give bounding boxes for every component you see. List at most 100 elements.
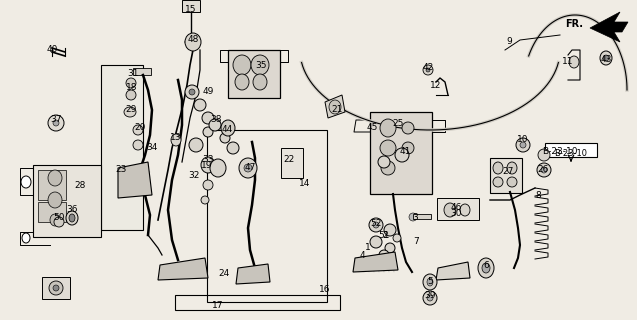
Ellipse shape xyxy=(537,163,551,177)
Ellipse shape xyxy=(600,51,612,65)
Polygon shape xyxy=(236,264,270,284)
Text: 50: 50 xyxy=(54,213,65,222)
Text: 7: 7 xyxy=(413,236,419,245)
Ellipse shape xyxy=(221,120,235,136)
Text: 39: 39 xyxy=(424,292,436,300)
Text: 2: 2 xyxy=(382,230,388,239)
Text: 14: 14 xyxy=(299,179,311,188)
Ellipse shape xyxy=(423,65,433,75)
Ellipse shape xyxy=(423,291,437,305)
Ellipse shape xyxy=(233,55,251,75)
Bar xyxy=(437,198,479,220)
Ellipse shape xyxy=(209,119,221,131)
Text: 4: 4 xyxy=(359,252,365,260)
Ellipse shape xyxy=(402,122,414,134)
Ellipse shape xyxy=(124,107,136,117)
Text: 12: 12 xyxy=(431,82,441,91)
Text: 20: 20 xyxy=(134,124,146,132)
Text: 16: 16 xyxy=(319,284,331,293)
Ellipse shape xyxy=(189,138,203,152)
Text: 33: 33 xyxy=(203,156,214,164)
Ellipse shape xyxy=(329,100,341,114)
Text: 41: 41 xyxy=(399,148,411,156)
Ellipse shape xyxy=(444,203,456,217)
Text: 17: 17 xyxy=(212,300,224,309)
Text: 10: 10 xyxy=(517,135,529,145)
Polygon shape xyxy=(118,162,152,198)
Ellipse shape xyxy=(133,140,143,150)
Ellipse shape xyxy=(239,158,257,178)
Ellipse shape xyxy=(201,157,215,173)
Ellipse shape xyxy=(393,234,401,242)
Text: 28: 28 xyxy=(75,180,86,189)
Text: 13: 13 xyxy=(170,132,182,141)
Text: 25: 25 xyxy=(392,118,404,127)
Text: 26: 26 xyxy=(538,165,548,174)
Ellipse shape xyxy=(395,148,409,162)
Ellipse shape xyxy=(50,214,60,226)
Ellipse shape xyxy=(370,236,382,248)
Ellipse shape xyxy=(380,119,396,137)
Text: B-23-10: B-23-10 xyxy=(554,148,587,157)
Polygon shape xyxy=(353,252,398,272)
Ellipse shape xyxy=(427,278,433,286)
Bar xyxy=(42,277,70,299)
Text: 38: 38 xyxy=(210,116,222,124)
Text: 43: 43 xyxy=(600,55,612,65)
Ellipse shape xyxy=(227,142,239,154)
Ellipse shape xyxy=(53,285,59,291)
Ellipse shape xyxy=(384,224,396,236)
Ellipse shape xyxy=(54,217,64,227)
Ellipse shape xyxy=(507,162,517,174)
Text: 51: 51 xyxy=(378,231,390,241)
Ellipse shape xyxy=(22,233,30,243)
Text: 21: 21 xyxy=(331,105,343,114)
Ellipse shape xyxy=(49,281,63,295)
Ellipse shape xyxy=(126,78,136,88)
Ellipse shape xyxy=(507,177,517,187)
Ellipse shape xyxy=(520,142,526,148)
Text: 11: 11 xyxy=(562,57,574,66)
Ellipse shape xyxy=(603,55,609,61)
Text: 5: 5 xyxy=(427,276,433,285)
Bar xyxy=(545,143,597,157)
Text: 48: 48 xyxy=(187,36,199,44)
Ellipse shape xyxy=(402,142,414,154)
Bar xyxy=(228,50,280,98)
Text: 3: 3 xyxy=(412,213,418,222)
Ellipse shape xyxy=(482,263,490,273)
Text: 45: 45 xyxy=(366,124,378,132)
Text: B-23-10: B-23-10 xyxy=(542,148,578,156)
Bar xyxy=(490,158,522,193)
Bar xyxy=(175,295,340,310)
Bar xyxy=(413,214,431,219)
Ellipse shape xyxy=(478,258,494,278)
Bar xyxy=(207,130,327,302)
Ellipse shape xyxy=(244,164,252,172)
Ellipse shape xyxy=(493,177,503,187)
Text: 27: 27 xyxy=(503,167,513,177)
Bar xyxy=(101,65,143,230)
Text: 44: 44 xyxy=(222,125,233,134)
Text: 18: 18 xyxy=(126,84,138,92)
Text: 46: 46 xyxy=(450,204,462,212)
Ellipse shape xyxy=(203,180,213,190)
Text: FR.: FR. xyxy=(565,19,583,29)
Text: 47: 47 xyxy=(245,164,255,172)
Text: 42: 42 xyxy=(422,63,434,73)
Ellipse shape xyxy=(380,140,396,156)
Ellipse shape xyxy=(48,192,62,208)
Bar xyxy=(133,68,151,75)
Bar xyxy=(182,0,200,12)
Ellipse shape xyxy=(66,211,78,225)
Text: 49: 49 xyxy=(203,87,213,97)
Ellipse shape xyxy=(69,214,75,222)
Ellipse shape xyxy=(194,99,206,111)
Ellipse shape xyxy=(569,56,579,68)
Ellipse shape xyxy=(235,74,249,90)
Bar xyxy=(38,202,66,222)
Text: 24: 24 xyxy=(218,268,229,277)
Text: 15: 15 xyxy=(185,5,197,14)
Text: 9: 9 xyxy=(506,37,512,46)
Ellipse shape xyxy=(251,55,269,75)
